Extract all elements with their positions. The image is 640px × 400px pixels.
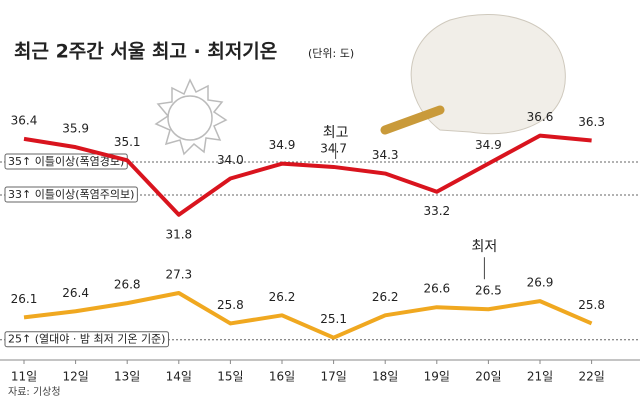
x-tick-label: 12일 xyxy=(62,370,88,384)
reference-label: 25↑ (열대야 · 밤 최저 기온 기준) xyxy=(8,333,165,346)
source: 자료: 기상청 xyxy=(8,386,61,398)
x-tick-label: 19일 xyxy=(424,370,450,384)
value-label: 31.8 xyxy=(165,227,192,241)
value-label: 26.4 xyxy=(62,286,89,300)
value-label: 34.3 xyxy=(372,148,399,162)
series-name: 최저 xyxy=(472,239,498,255)
value-label: 33.2 xyxy=(423,204,450,218)
chart-title: 최근 2주간 서울 최고 · 최저기온 xyxy=(14,41,277,63)
value-label: 26.5 xyxy=(475,284,502,298)
fan-icon xyxy=(380,13,566,135)
reference-label: 35↑ 이틀이상(폭염경보) xyxy=(8,155,124,168)
value-label: 27.3 xyxy=(165,267,192,281)
value-label: 26.6 xyxy=(423,282,450,296)
value-label: 25.8 xyxy=(578,298,605,312)
value-label: 35.1 xyxy=(114,135,141,149)
reference-box xyxy=(4,186,138,203)
value-label: 26.2 xyxy=(269,290,296,304)
value-label: 25.8 xyxy=(217,298,244,312)
x-tick-label: 21일 xyxy=(527,370,553,384)
series-line xyxy=(23,133,592,217)
chart-subtitle: (단위: 도) xyxy=(308,47,354,60)
value-label: 35.9 xyxy=(62,122,89,136)
x-tick-label: 13일 xyxy=(114,370,140,384)
series-line xyxy=(23,290,593,340)
value-label: 34.9 xyxy=(269,138,296,152)
reference-box xyxy=(4,331,169,348)
value-label: 26.1 xyxy=(11,292,38,306)
value-label: 34.0 xyxy=(217,153,244,167)
value-label: 26.2 xyxy=(372,290,399,304)
value-label: 26.8 xyxy=(114,278,141,292)
x-tick-label: 20일 xyxy=(475,370,501,384)
series-name: 최고 xyxy=(323,125,349,141)
x-tick-label: 17일 xyxy=(320,370,346,384)
x-tick-label: 11일 xyxy=(11,370,37,384)
value-label: 36.6 xyxy=(527,110,554,124)
value-label: 25.1 xyxy=(320,312,347,326)
value-label: 36.3 xyxy=(578,115,605,129)
x-tick-label: 14일 xyxy=(166,370,192,384)
value-label: 36.4 xyxy=(11,113,38,127)
x-tick-label: 15일 xyxy=(217,370,243,384)
x-tick-label: 16일 xyxy=(269,370,295,384)
value-label: 26.9 xyxy=(527,276,554,290)
sun-icon xyxy=(154,78,228,156)
x-tick-label: 18일 xyxy=(372,370,398,384)
value-label: 34.7 xyxy=(320,141,347,155)
value-label: 34.9 xyxy=(475,138,502,152)
reference-label: 33↑ 이틀이상(폭염주의보) xyxy=(8,188,134,201)
x-tick-label: 22일 xyxy=(578,370,604,384)
